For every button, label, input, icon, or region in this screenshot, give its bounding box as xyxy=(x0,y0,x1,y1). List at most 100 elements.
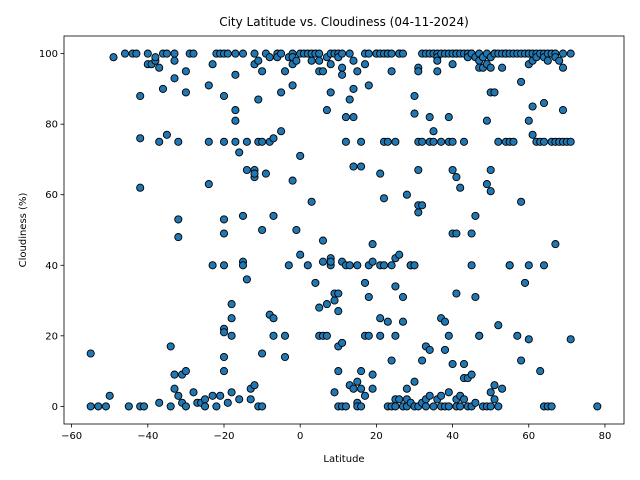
data-point xyxy=(456,183,465,192)
data-point xyxy=(387,356,396,365)
data-point xyxy=(219,352,229,362)
data-point xyxy=(395,250,404,259)
data-point xyxy=(482,180,491,189)
data-point xyxy=(219,229,229,238)
y-tick-label: 60 xyxy=(45,190,58,201)
data-point xyxy=(330,296,339,305)
data-point xyxy=(398,292,408,302)
data-point xyxy=(349,56,358,65)
data-point xyxy=(235,148,244,157)
data-point xyxy=(181,367,190,376)
data-point xyxy=(398,317,408,326)
data-point xyxy=(204,81,213,90)
x-tick-label: 60 xyxy=(522,431,535,442)
data-point xyxy=(471,292,480,302)
data-point xyxy=(524,116,533,125)
data-point xyxy=(448,165,457,175)
data-point xyxy=(231,106,240,115)
data-point xyxy=(509,137,518,146)
data-point xyxy=(258,67,267,76)
data-point xyxy=(467,229,476,238)
data-point xyxy=(219,215,229,224)
data-point xyxy=(345,261,354,270)
data-point xyxy=(486,187,495,196)
data-point xyxy=(296,151,305,160)
data-point xyxy=(520,278,530,287)
data-point xyxy=(322,300,331,309)
data-point xyxy=(364,331,373,340)
y-tick-label: 40 xyxy=(45,261,58,272)
data-point xyxy=(330,388,339,397)
data-point xyxy=(459,395,469,404)
plot-frame xyxy=(63,35,625,425)
data-point xyxy=(539,261,549,270)
data-point xyxy=(349,384,358,393)
data-point xyxy=(200,402,210,411)
x-axis-ticks: −60 −40 −20 0 20 40 60 80 xyxy=(61,424,611,442)
data-point xyxy=(368,370,377,379)
x-tick-label: −20 xyxy=(213,431,234,442)
data-point xyxy=(418,201,427,210)
chart-title: City Latitude vs. Cloudiness (04-11-2024… xyxy=(219,15,469,29)
data-point xyxy=(349,162,358,171)
data-point xyxy=(425,345,434,354)
data-point xyxy=(238,261,248,270)
data-point xyxy=(338,338,347,347)
data-point xyxy=(223,398,232,407)
data-point xyxy=(109,53,118,62)
data-point xyxy=(486,63,495,72)
data-point xyxy=(200,395,210,404)
data-point xyxy=(231,137,240,146)
data-point xyxy=(490,381,499,390)
data-point xyxy=(227,300,236,309)
x-tick-label: 40 xyxy=(446,431,459,442)
data-point xyxy=(120,49,130,58)
data-point xyxy=(364,81,373,90)
data-point xyxy=(292,56,301,65)
data-point xyxy=(326,60,335,69)
data-point xyxy=(269,211,278,220)
data-point xyxy=(387,49,396,58)
data-point xyxy=(288,81,297,90)
data-point xyxy=(235,395,244,404)
data-point xyxy=(376,331,385,340)
x-tick-label: −60 xyxy=(61,431,82,442)
data-point xyxy=(391,402,400,411)
data-point xyxy=(391,137,400,146)
y-axis-label: Cloudiness (%) xyxy=(18,193,29,268)
data-point xyxy=(349,84,358,93)
data-point xyxy=(383,317,392,326)
data-point xyxy=(174,233,183,242)
data-point xyxy=(498,63,507,72)
data-point xyxy=(86,402,95,411)
data-point xyxy=(517,356,526,365)
data-point xyxy=(391,331,400,340)
data-point xyxy=(334,367,343,376)
data-point xyxy=(448,137,457,146)
data-point xyxy=(410,377,419,386)
data-point xyxy=(227,331,236,340)
data-point xyxy=(383,137,392,146)
data-point xyxy=(558,106,568,115)
data-point xyxy=(269,331,278,340)
data-point xyxy=(223,49,232,58)
data-point xyxy=(360,60,370,69)
data-point xyxy=(486,165,495,175)
data-point xyxy=(162,130,171,139)
data-point xyxy=(303,261,312,270)
data-point xyxy=(170,56,179,65)
data-point xyxy=(155,398,164,407)
data-point xyxy=(410,109,419,118)
data-point xyxy=(208,261,217,270)
data-point xyxy=(482,116,491,125)
data-point xyxy=(258,225,267,235)
data-point xyxy=(242,137,251,146)
x-tick-label: −40 xyxy=(137,431,158,442)
data-point xyxy=(558,49,568,58)
data-point xyxy=(467,261,476,270)
data-point xyxy=(364,292,373,302)
data-point xyxy=(345,95,354,104)
data-point xyxy=(219,367,229,376)
data-point xyxy=(486,388,495,397)
